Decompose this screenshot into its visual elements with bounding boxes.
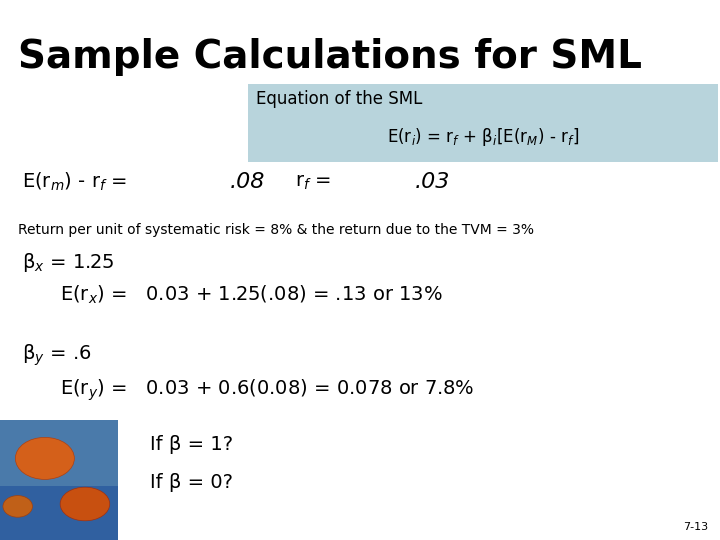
Text: E(r$_i$) = r$_f$ + β$_i$[E(r$_M$) - r$_f$]: E(r$_i$) = r$_f$ + β$_i$[E(r$_M$) - r$_f… <box>387 126 579 148</box>
FancyBboxPatch shape <box>248 84 718 162</box>
FancyBboxPatch shape <box>0 486 118 540</box>
Text: If β = 1?: If β = 1? <box>150 435 233 455</box>
Text: Sample Calculations for SML: Sample Calculations for SML <box>18 38 642 76</box>
Text: β$_x$ = 1.25: β$_x$ = 1.25 <box>22 251 114 273</box>
Text: E(r$_x$) =   0.03 + 1.25(.08) = .13 or 13%: E(r$_x$) = 0.03 + 1.25(.08) = .13 or 13% <box>60 284 443 306</box>
Text: Equation of the SML: Equation of the SML <box>256 90 423 108</box>
Text: E(r$_y$) =   0.03 + 0.6(0.08) = 0.078 or 7.8%: E(r$_y$) = 0.03 + 0.6(0.08) = 0.078 or 7… <box>60 377 474 403</box>
Text: .08: .08 <box>230 172 266 192</box>
Text: E(r$_m$) - r$_f$ =: E(r$_m$) - r$_f$ = <box>22 171 127 193</box>
Text: 7-13: 7-13 <box>683 522 708 532</box>
Ellipse shape <box>60 487 109 521</box>
FancyBboxPatch shape <box>0 420 118 540</box>
Ellipse shape <box>3 496 32 517</box>
Text: r$_f$ =: r$_f$ = <box>295 172 331 192</box>
Text: Return per unit of systematic risk = 8% & the return due to the TVM = 3%: Return per unit of systematic risk = 8% … <box>18 223 534 237</box>
Text: .03: .03 <box>415 172 451 192</box>
Text: β$_y$ = .6: β$_y$ = .6 <box>22 342 91 368</box>
Text: If β = 0?: If β = 0? <box>150 472 233 491</box>
Ellipse shape <box>15 437 74 480</box>
